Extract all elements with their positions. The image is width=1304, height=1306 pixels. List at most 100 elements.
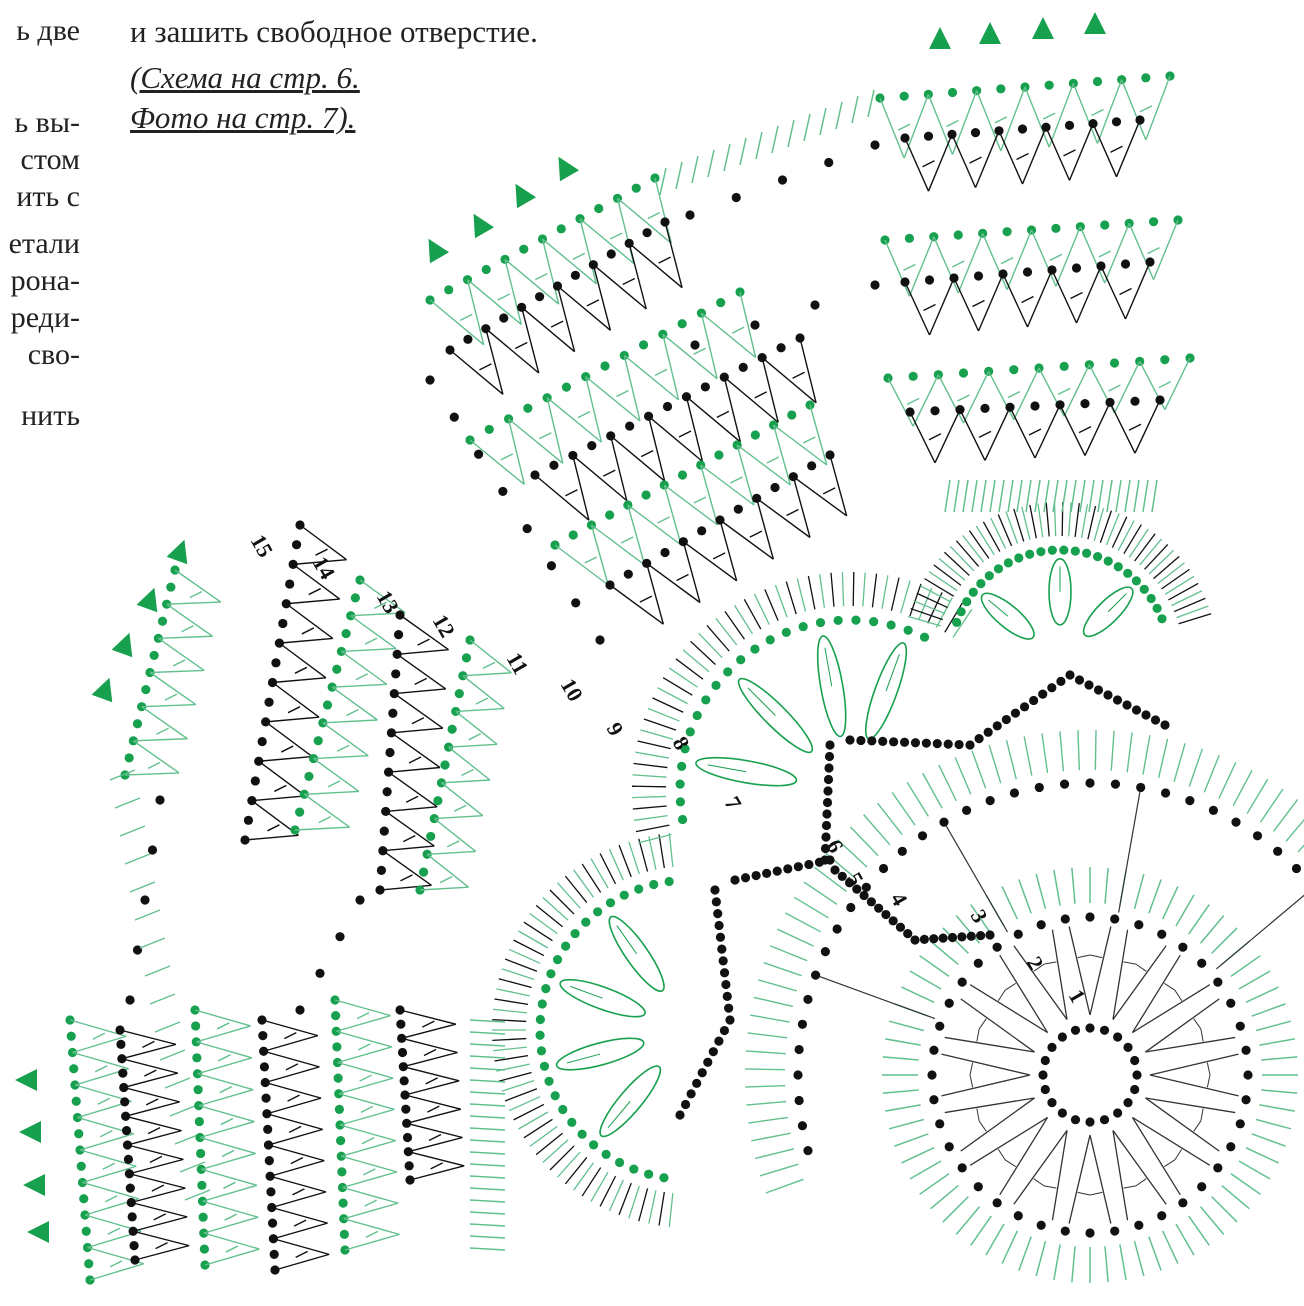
stitch-line: [924, 578, 955, 597]
stitch-line: [628, 242, 683, 289]
stitch-line: [1175, 894, 1195, 927]
stitch-line: [771, 125, 779, 154]
stitch-line: [959, 409, 986, 461]
stitch-line: [361, 1136, 375, 1145]
stitch-line: [1145, 1097, 1220, 1152]
stitch-dot: [166, 582, 176, 592]
stitch-line: [147, 761, 161, 770]
stitch-line: [501, 1080, 535, 1092]
stitch-dot: [714, 1036, 724, 1046]
stitch-line: [733, 604, 754, 635]
stitch-line: [535, 904, 563, 928]
stitch-line: [585, 376, 603, 443]
stitch-line: [294, 826, 350, 831]
stitch-line: [1176, 605, 1209, 619]
stitch-dot: [1071, 263, 1082, 273]
stitch-line: [315, 548, 328, 556]
stitch-line: [639, 595, 653, 603]
stitch-line: [469, 1211, 506, 1215]
stitch-dot: [957, 932, 967, 942]
stitch-line: [542, 238, 597, 285]
stitch-dot: [903, 625, 913, 635]
row-number: 15: [246, 530, 279, 562]
stitch-line: [1163, 1159, 1176, 1168]
stitch-line: [1126, 732, 1133, 773]
stitch-dot: [821, 832, 831, 842]
stitch-dot: [243, 815, 254, 825]
stitch-line: [887, 377, 914, 427]
stitch-line: [807, 575, 816, 610]
stitch-dot: [74, 1129, 84, 1139]
stitch-line: [157, 637, 205, 671]
stitch-line: [557, 882, 581, 909]
stitch-line: [1221, 1184, 1250, 1210]
stitch-line: [396, 653, 447, 690]
stitch-dot: [535, 1014, 545, 1025]
stitch-line: [682, 541, 701, 603]
stitch-dot: [820, 855, 830, 865]
stitch-line: [751, 1132, 791, 1142]
stitch-line: [99, 1130, 113, 1138]
stitch-dot: [1064, 120, 1075, 130]
stitch-line: [585, 376, 641, 422]
stitch-dot: [874, 903, 884, 913]
stitch-dot: [845, 735, 855, 745]
stitch-line: [1238, 970, 1271, 990]
stitch-dot: [534, 292, 545, 302]
stitch-dot: [822, 809, 832, 819]
petal: [695, 756, 798, 787]
stitch-line: [169, 1105, 196, 1117]
stitch-dot: [1060, 1226, 1070, 1236]
stitch-line: [927, 592, 943, 624]
stitch-line: [590, 524, 609, 586]
stitch-line: [676, 573, 689, 582]
stitch-dot: [193, 1085, 203, 1095]
stitch-dot: [194, 1116, 204, 1127]
stitch-line: [1061, 479, 1068, 513]
stitch-line: [1072, 83, 1099, 144]
stitch-line: [1135, 963, 1147, 972]
stitch-line: [265, 1081, 322, 1099]
stitch-dot: [1178, 942, 1188, 952]
stitch-line: [322, 722, 369, 757]
stitch-dot: [1022, 267, 1033, 277]
stitch-dot: [675, 797, 686, 807]
stitch-line: [960, 1097, 1035, 1152]
stitch-line: [179, 1161, 206, 1173]
stitch-dot: [910, 935, 920, 945]
stitch-line: [1145, 75, 1171, 141]
stitch-line: [634, 814, 668, 821]
stitch-line: [339, 1124, 396, 1142]
stitch-line: [469, 1019, 506, 1023]
stitch-line: [988, 599, 1009, 617]
stitch-line: [261, 1019, 319, 1037]
stitch-line: [1245, 986, 1279, 1003]
stitch-line: [610, 435, 628, 501]
stitch-dot: [1001, 714, 1011, 725]
stitch-dot: [723, 667, 733, 677]
stitch-line: [957, 394, 970, 402]
stitch-dot: [481, 264, 491, 275]
stitch-line: [174, 569, 222, 603]
stitch-line: [581, 1167, 602, 1197]
stitch-dot: [600, 361, 610, 371]
stitch-line: [894, 1133, 929, 1147]
stitch-dot: [125, 995, 135, 1005]
stitch-dot: [539, 1061, 550, 1071]
stitch-line: [123, 1072, 178, 1089]
stitch-dot: [947, 932, 958, 943]
stitch-line: [923, 303, 936, 312]
row-number: 9: [602, 718, 629, 740]
stitch-line: [1148, 549, 1175, 575]
stitch-line: [774, 584, 788, 618]
stitch-dot: [1056, 676, 1066, 686]
stitch-line: [904, 281, 931, 336]
stitch-line: [79, 1133, 134, 1151]
stitch-line: [590, 1171, 609, 1202]
stitch-line: [1112, 1130, 1167, 1205]
stitch-dot: [1025, 549, 1035, 559]
stitch-dot: [881, 909, 891, 920]
stitch-line: [739, 291, 757, 358]
picot-marker: [166, 539, 188, 565]
stitch-line: [997, 514, 1013, 547]
